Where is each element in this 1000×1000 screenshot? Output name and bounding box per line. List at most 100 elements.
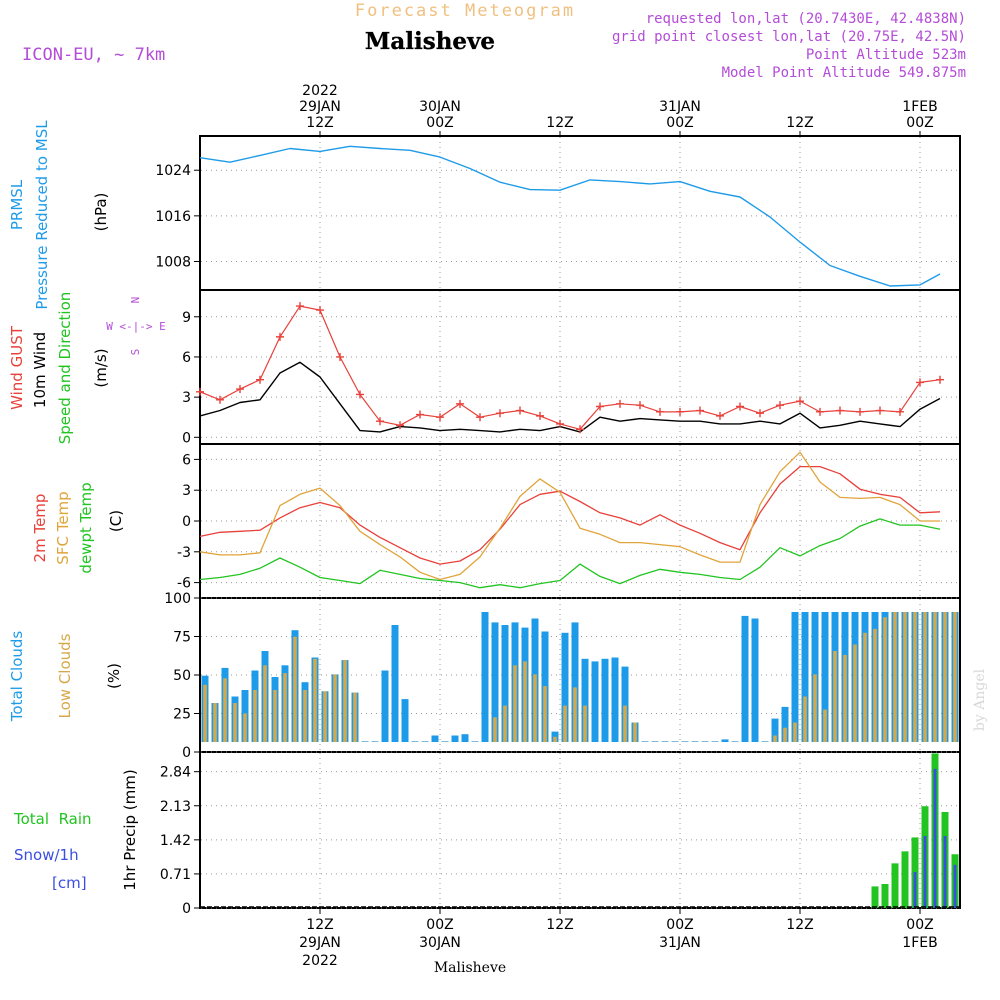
requested-coords: requested lon,lat (20.7430E, 42.4838N) [646, 11, 966, 27]
wind-gust-marker [636, 401, 644, 410]
low-cloud-bar [893, 612, 897, 742]
total-cloud-bar [621, 666, 629, 742]
wind-gust-marker [456, 399, 464, 408]
y-tick-label: 2.13 [160, 799, 191, 815]
low-cloud-bar [303, 690, 307, 742]
low-cloud-bar [623, 705, 627, 742]
time-label-bottom: 30JAN [419, 935, 461, 951]
wind-gust-marker [496, 409, 504, 418]
total-cloud-bar [361, 741, 369, 742]
compass-west-east: W <-|-> E [106, 320, 166, 333]
point-altitude: Point Altitude 523m [806, 47, 966, 63]
wind-gust-marker [596, 402, 604, 411]
wind-gust-marker [236, 385, 244, 394]
low-cloud-bar [313, 658, 317, 742]
wind-gust-marker [376, 417, 384, 426]
wind-speed-line [199, 361, 941, 433]
y-tick-label: 0 [182, 514, 191, 530]
pressure-panel [199, 135, 961, 291]
total-cloud-bar [731, 741, 739, 742]
time-label-bottom: 00Z [906, 917, 933, 933]
snow-bar [953, 864, 957, 908]
temp-unit: (C) [107, 510, 125, 532]
low-cloud-bar [353, 692, 357, 742]
total-cloud-bar [661, 741, 669, 742]
wind-gust-marker [616, 399, 624, 408]
location-title: Malisheve [365, 28, 495, 55]
low-cloud-bar [243, 713, 247, 742]
y-tick-label: 0 [182, 901, 191, 917]
total-cloud-bar [821, 612, 829, 742]
low-cloud-bar [933, 612, 937, 742]
total-cloud-bar [681, 741, 689, 742]
y-tick-label: -3 [177, 545, 191, 561]
time-label-top: 12Z [546, 115, 573, 131]
y-tick-label: 25 [173, 707, 191, 723]
time-label-top: 00Z [666, 115, 693, 131]
rain-bar [871, 886, 879, 908]
total-cloud-bar [381, 670, 389, 742]
wind-gust-marker [216, 395, 224, 404]
pressure-label-2: Pressure Reduced to MSL [33, 120, 51, 310]
y-tick-label: 6 [182, 452, 191, 468]
y-tick-label: 100 [164, 591, 191, 607]
total-cloud-bar [461, 734, 469, 742]
wind-gust-marker [256, 375, 264, 384]
total-cloud-bar [571, 622, 579, 742]
low-cloud-bar [533, 674, 537, 742]
total-cloud-bar [421, 741, 429, 742]
wind-gust-marker [676, 407, 684, 416]
time-label-top: 00Z [426, 115, 453, 131]
low-cloud-bar [953, 612, 957, 742]
wind-gust-marker [536, 411, 544, 420]
low-cloud-bar [573, 687, 577, 742]
low-cloud-bar [853, 644, 857, 742]
wind-gust-marker [936, 375, 944, 384]
wind-gust-marker [816, 407, 824, 416]
low-cloud-bar [263, 665, 267, 742]
time-label-top: 30JAN [419, 99, 461, 115]
wind-gust-label: Wind GUST [8, 325, 26, 410]
tsfc-line [199, 451, 940, 581]
time-label-bottom: 12Z [546, 917, 573, 933]
wind-gust-marker [716, 411, 724, 420]
wind-gust-marker [276, 332, 284, 341]
wind-dir-label: Speed and Direction [56, 292, 74, 445]
total-cloud-bar [411, 741, 419, 742]
y-tick-label: 3 [182, 483, 191, 499]
gridpoint-coords: grid point closest lon,lat (20.75E, 42.5… [612, 29, 966, 45]
time-label-top: 29JAN [299, 99, 341, 115]
snow-bar [933, 768, 937, 908]
total-cloud-bar [391, 625, 399, 742]
rain-bar [881, 884, 889, 908]
low-cloud-bar [823, 709, 827, 742]
pressure-unit: (hPa) [92, 193, 110, 232]
time-label-bottom: 29JAN [299, 935, 341, 951]
time-label-bottom: 1FEB [902, 935, 937, 951]
product-title: Forecast Meteogram [355, 1, 575, 21]
wind-gust-marker [356, 390, 364, 399]
low-cloud-bar [813, 674, 817, 742]
snow-bar [943, 836, 947, 908]
rain-bar [891, 863, 899, 908]
low-cloud-bar [833, 651, 837, 742]
pressure-line [199, 145, 941, 287]
low-cloud-bar [253, 690, 257, 742]
low-clouds-label: Low Clouds [56, 633, 74, 718]
low-cloud-bar [913, 612, 917, 742]
time-label-bottom: 12Z [786, 917, 813, 933]
low-cloud-bar [203, 684, 207, 742]
total-cloud-bar [471, 741, 479, 742]
wind-gust-marker [656, 407, 664, 416]
time-label-top: 1FEB [902, 99, 937, 115]
total-cloud-bar [491, 622, 499, 742]
total-cloud-bar [441, 741, 449, 742]
low-cloud-bar [283, 673, 287, 742]
temp-2m-label: 2m Temp [31, 494, 49, 563]
low-cloud-bar [783, 727, 787, 742]
total-cloud-bar [671, 741, 679, 742]
wind-gust-marker [876, 406, 884, 415]
low-cloud-bar [343, 660, 347, 742]
wind-gust-marker [416, 410, 424, 419]
